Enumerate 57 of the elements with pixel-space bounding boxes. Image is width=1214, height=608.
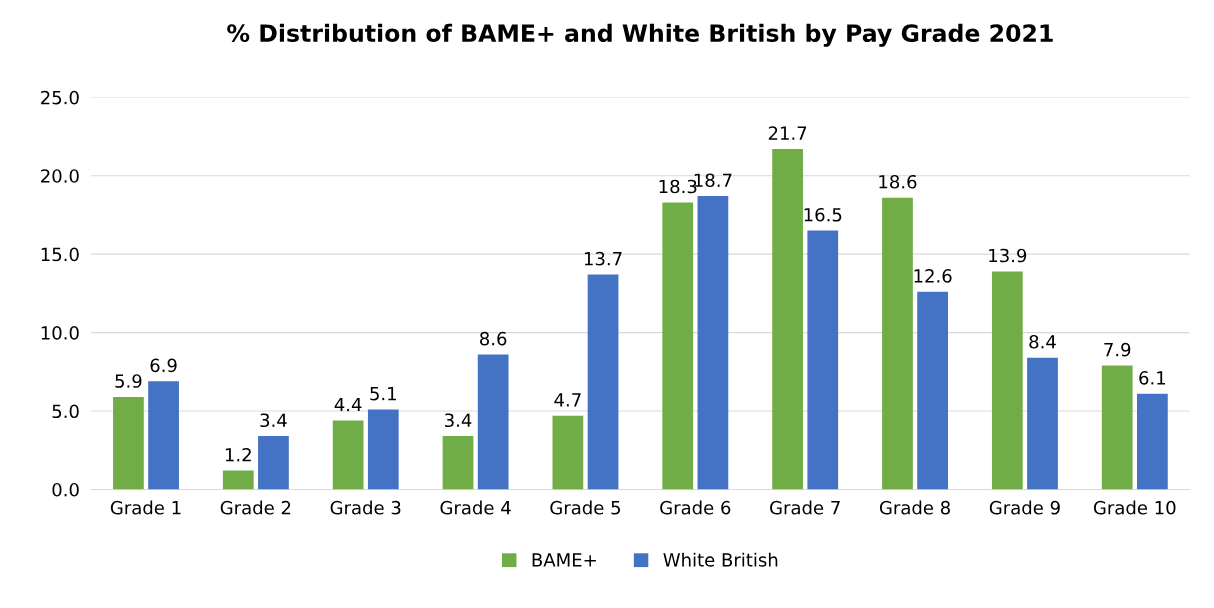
bar (1136, 393, 1168, 490)
data-label: 16.5 (804, 207, 842, 222)
bar (552, 415, 584, 490)
data-label: 8.6 (480, 331, 507, 346)
bar (222, 470, 254, 490)
bar (148, 381, 179, 490)
bar (991, 271, 1023, 490)
bar (332, 420, 364, 490)
data-label: 6.9 (150, 358, 177, 373)
x-tick-label: Grade 9 (989, 500, 1060, 515)
x-tick-label: Grade 6 (660, 500, 731, 515)
x-tick-label: Grade 2 (220, 500, 291, 515)
bar (477, 354, 509, 490)
y-tick-label: 20.0 (41, 169, 79, 183)
data-label: 4.4 (334, 397, 362, 412)
legend-label: BAME+ (532, 553, 596, 567)
bar (258, 436, 289, 490)
x-tick-label: Grade 8 (879, 500, 950, 515)
data-label: 5.1 (370, 386, 396, 401)
x-tick-label: Grade 4 (440, 500, 511, 515)
data-label: 4.7 (554, 393, 581, 407)
x-tick-label: Grade 10 (1093, 500, 1176, 515)
bar (587, 274, 619, 490)
bar (697, 196, 729, 490)
y-tick-label: 10.0 (41, 326, 79, 340)
legend-label: White British (663, 552, 778, 567)
bar (882, 197, 913, 490)
y-tick-label: 15.0 (41, 247, 79, 262)
data-label: 13.9 (989, 248, 1027, 263)
bar (807, 230, 839, 490)
data-label: 12.6 (914, 269, 952, 283)
bar (442, 436, 474, 490)
data-label: 7.9 (1104, 342, 1131, 357)
data-label: 13.7 (584, 251, 622, 266)
x-tick-label: Grade 7 (770, 500, 840, 515)
data-label: 6.1 (1139, 371, 1166, 385)
bar (1101, 365, 1133, 490)
data-label: 21.7 (768, 126, 807, 140)
bar (662, 202, 694, 490)
bar (772, 149, 803, 490)
x-tick-label: Grade 5 (550, 500, 621, 515)
bar (1027, 357, 1058, 490)
data-label: 1.2 (225, 447, 251, 462)
x-tick-label: Grade 3 (330, 500, 401, 515)
bar (113, 396, 144, 490)
data-label: 8.4 (1029, 334, 1056, 349)
bar (917, 291, 949, 490)
chart-title: % Distribution of BAME+ and White British by Pay Grade 2021 (227, 23, 1053, 47)
x-tick-label: Grade 1 (110, 500, 181, 515)
y-tick-label: 25.0 (41, 90, 79, 105)
data-label: 3.4 (260, 413, 287, 428)
data-label: 3.4 (445, 413, 472, 428)
bar (367, 409, 399, 490)
data-label: 5.9 (115, 374, 142, 388)
y-tick-label: 0.0 (52, 482, 79, 497)
y-tick-label: 5.0 (52, 404, 79, 419)
data-label: 18.6 (879, 174, 917, 189)
